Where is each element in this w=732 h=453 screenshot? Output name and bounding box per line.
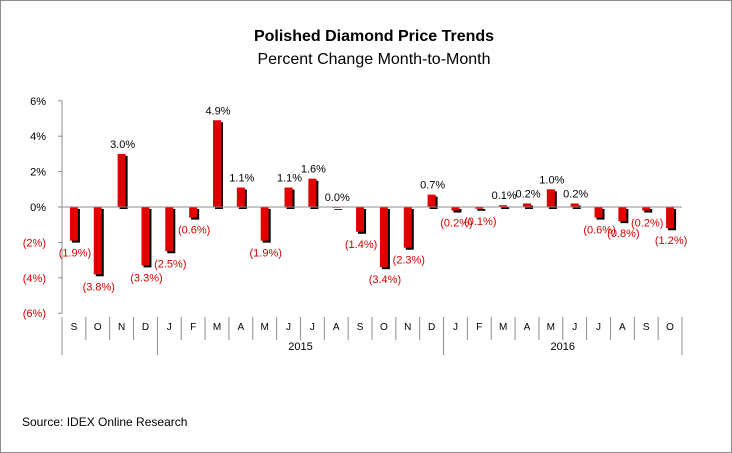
bar	[236, 187, 245, 207]
data-label: 1.1%	[277, 173, 302, 185]
data-label: (0.2%)	[631, 218, 663, 230]
data-label: (1.9%)	[59, 248, 91, 260]
bar	[499, 205, 508, 207]
y-axis: 6% 4% 2% 0% (2%) (4%) (6%)	[23, 96, 63, 320]
data-label: 3.0%	[110, 139, 135, 151]
bar	[141, 207, 150, 266]
bar-shadow	[453, 209, 462, 213]
x-tick-label: J	[572, 322, 577, 333]
x-tick-label: J	[286, 322, 291, 333]
data-label: (2.5%)	[154, 258, 186, 270]
bar	[117, 153, 126, 207]
bar	[69, 207, 78, 241]
bar-shadow	[477, 209, 486, 211]
x-tick-label: O	[380, 322, 388, 333]
y-tick-label: (6%)	[23, 308, 46, 320]
bar	[451, 207, 460, 211]
data-label: (1.2%)	[655, 235, 687, 247]
x-tick-label: A	[524, 322, 531, 333]
x-tick-label: S	[643, 322, 650, 333]
data-label: (1.9%)	[249, 248, 281, 260]
bar	[523, 203, 531, 207]
x-tick-label: D	[142, 322, 149, 333]
x-tick-label: A	[333, 322, 340, 333]
x-tick-label: S	[357, 322, 364, 333]
bar	[213, 120, 221, 207]
x-tick-label: M	[261, 322, 269, 333]
x-tick-label: D	[428, 322, 435, 333]
data-label: 1.1%	[229, 173, 254, 185]
bar-shadow	[644, 209, 653, 213]
x-tick-label: N	[404, 322, 411, 333]
x-tick-label: O	[94, 322, 102, 333]
x-tick-label: M	[213, 322, 221, 333]
bar	[475, 207, 484, 209]
data-label: (3.3%)	[130, 272, 162, 284]
bar	[666, 207, 675, 229]
bar	[403, 207, 412, 248]
bar	[93, 207, 102, 275]
x-tick-label: J	[453, 322, 458, 333]
bar	[618, 207, 627, 222]
bar	[165, 207, 174, 252]
y-tick-label: 6%	[30, 96, 46, 108]
chart-subtitle: Percent Change Month-to-Month	[257, 51, 490, 68]
x-tick-label: F	[190, 322, 196, 333]
x-tick-label: O	[666, 322, 674, 333]
data-label: 0.7%	[420, 180, 445, 192]
bar	[427, 194, 436, 207]
x-tick-label: M	[499, 322, 507, 333]
bar	[642, 207, 651, 211]
bar	[260, 207, 269, 241]
bar	[356, 207, 365, 232]
x-tick-label: S	[71, 322, 78, 333]
x-tick-label: A	[619, 322, 626, 333]
data-label: 4.9%	[205, 105, 230, 117]
data-label: 0.2%	[515, 188, 540, 200]
bar	[546, 189, 555, 207]
x-tick-label: J	[596, 322, 601, 333]
data-label: (3.4%)	[369, 274, 401, 286]
bar-shadow	[334, 209, 343, 210]
x-tick-label: J	[310, 322, 315, 333]
bar	[570, 203, 579, 207]
bar	[594, 207, 603, 218]
year-label: 2016	[551, 341, 575, 353]
x-tick-label: M	[547, 322, 555, 333]
source-note: Source: IDEX Online Research	[22, 415, 187, 429]
data-label: (0.1%)	[464, 216, 496, 228]
x-axis: S O N D J F M A M J J A S O N D J F M A M J J A S O 2015 2016	[61, 206, 683, 355]
y-tick-label: 4%	[30, 131, 46, 143]
data-label: 0.1%	[492, 190, 517, 202]
data-label: 1.6%	[301, 164, 326, 176]
data-label: (0.2%)	[440, 218, 472, 230]
y-tick-label: (4%)	[23, 273, 46, 285]
bar	[308, 178, 317, 207]
data-label: (0.8%)	[607, 228, 639, 240]
y-tick-label: (2%)	[23, 237, 46, 249]
data-label: (0.6%)	[178, 225, 210, 237]
data-label: 0.2%	[563, 188, 588, 200]
data-label: (2.3%)	[393, 255, 425, 267]
data-label: (0.6%)	[583, 225, 615, 237]
x-tick-label: A	[238, 322, 245, 333]
x-tick-label: F	[476, 322, 482, 333]
y-tick-label: 0%	[30, 202, 46, 214]
year-label: 2015	[288, 341, 312, 353]
bar	[284, 187, 293, 207]
data-label: 0.0%	[325, 192, 350, 204]
x-tick-label: J	[167, 322, 172, 333]
x-tick-label: N	[118, 322, 125, 333]
bar-shadow	[501, 207, 510, 209]
data-label: (3.8%)	[83, 281, 115, 293]
data-label: 1.0%	[539, 174, 564, 186]
chart-title: Polished Diamond Price Trends	[254, 28, 494, 45]
data-label: (1.4%)	[345, 239, 377, 251]
bars: (1.9%) (3.8%) 3.0% (3.3%) (2.5%) (0.6%) 4.9% 1.…	[59, 105, 688, 293]
y-tick-label: 2%	[30, 167, 46, 179]
bar	[189, 207, 198, 218]
bar	[379, 207, 388, 268]
